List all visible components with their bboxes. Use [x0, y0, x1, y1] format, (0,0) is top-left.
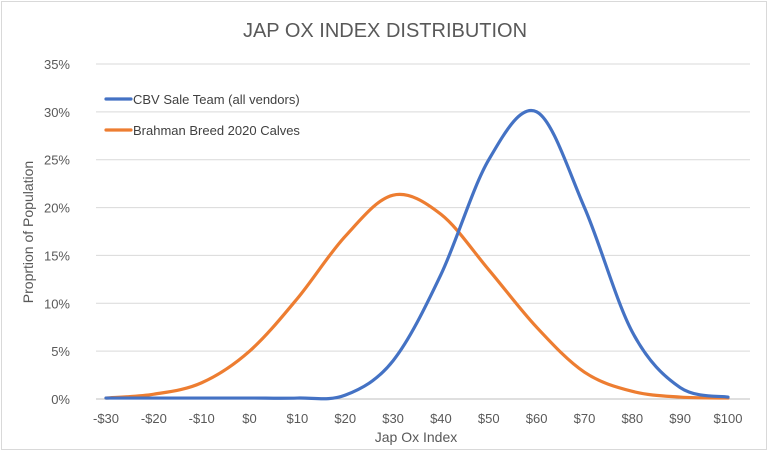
- x-tick-label: -$20: [141, 411, 167, 426]
- x-tick-label: $70: [574, 411, 596, 426]
- x-tick-label: $100: [714, 411, 743, 426]
- y-tick-label: 5%: [51, 344, 70, 359]
- x-tick-label: $80: [621, 411, 643, 426]
- chart-title: JAP OX INDEX DISTRIBUTION: [243, 20, 527, 42]
- series-line: [104, 192, 730, 400]
- x-tick-label: $10: [287, 411, 309, 426]
- y-tick-label: 30%: [44, 105, 70, 120]
- legend-label: CBV Sale Team (all vendors): [133, 92, 300, 107]
- x-tick-label: $40: [430, 411, 452, 426]
- x-tick-label: $50: [478, 411, 500, 426]
- legend-label: Brahman Breed 2020 Calves: [133, 123, 300, 138]
- y-tick-label: 35%: [44, 57, 70, 72]
- x-tick-label: $20: [334, 411, 356, 426]
- series-line: [104, 108, 730, 401]
- gridlines: [96, 63, 750, 400]
- y-tick-label: 15%: [44, 248, 70, 263]
- y-axis-title: Proprtion of Population: [20, 161, 36, 303]
- x-axis-ticks: -$30 -$20 -$10 $0 $10 $20 $30 $40 $50 $60 $70 $80 $9…: [93, 411, 742, 426]
- y-axis-ticks: 0% 5% 10% 15% 20% 25% 30% 35%: [44, 57, 70, 407]
- x-tick-label: -$10: [189, 411, 215, 426]
- y-tick-label: 0%: [51, 392, 70, 407]
- x-tick-label: $0: [242, 411, 256, 426]
- series-lines: [104, 108, 730, 401]
- y-tick-label: 20%: [44, 201, 70, 216]
- x-tick-label: $90: [669, 411, 691, 426]
- y-tick-label: 25%: [44, 153, 70, 168]
- x-tick-label: $60: [526, 411, 548, 426]
- y-tick-label: 10%: [44, 296, 70, 311]
- x-tick-label: $30: [382, 411, 404, 426]
- x-tick-label: -$30: [93, 411, 119, 426]
- legend: CBV Sale Team (all vendors) Brahman Breed…: [104, 92, 300, 138]
- x-axis-title: Jap Ox Index: [375, 429, 458, 445]
